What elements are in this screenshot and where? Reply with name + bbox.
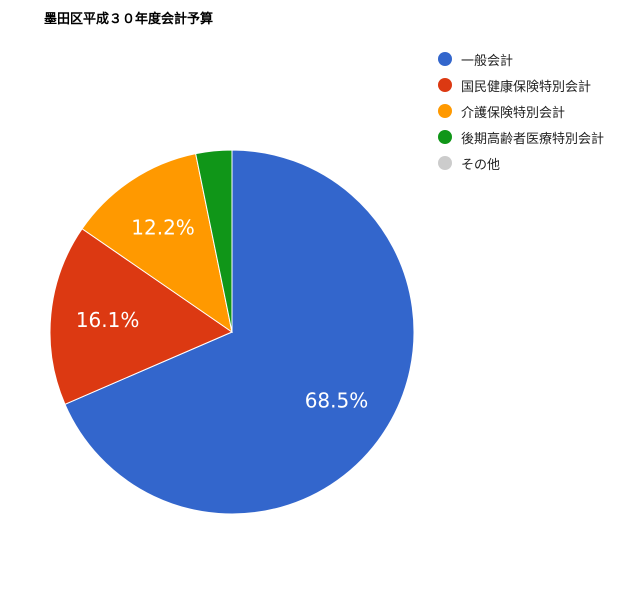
legend-swatch-icon (438, 78, 452, 92)
slice-label: 12.2% (131, 216, 195, 240)
slice-label: 68.5% (305, 389, 369, 413)
slice-label: 16.1% (76, 308, 140, 332)
legend-label: 一般会計 (461, 53, 514, 69)
legend-item[interactable]: 後期高齢者医療特別会計 (438, 124, 604, 150)
legend-label: 介護保険特別会計 (461, 105, 566, 121)
legend-swatch-icon (438, 104, 452, 118)
legend-item[interactable]: その他 (438, 150, 604, 176)
legend-item[interactable]: 介護保険特別会計 (438, 98, 604, 124)
legend-swatch-icon (438, 52, 452, 66)
pie-slice (195, 149, 233, 333)
legend-label: 後期高齢者医療特別会計 (461, 131, 605, 147)
legend-swatch-icon (438, 156, 452, 170)
legend-label: 国民健康保険特別会計 (461, 79, 592, 95)
legend-item[interactable]: 一般会計 (438, 46, 604, 72)
pie-slice (64, 149, 415, 515)
legend-label: その他 (461, 157, 501, 173)
pie-chart: 68.5% 16.1% 12.2% (49, 149, 415, 515)
legend: 一般会計国民健康保険特別会計 介護保険特別会計後期高齢者医療特別会計 その他 (438, 46, 604, 176)
chart-title: 墨田区平成３０年度会計予算 (44, 12, 214, 27)
pie-slice (49, 228, 234, 405)
pie-slice (81, 153, 233, 334)
legend-item[interactable]: 国民健康保険特別会計 (438, 72, 604, 98)
legend-swatch-icon (438, 130, 452, 144)
